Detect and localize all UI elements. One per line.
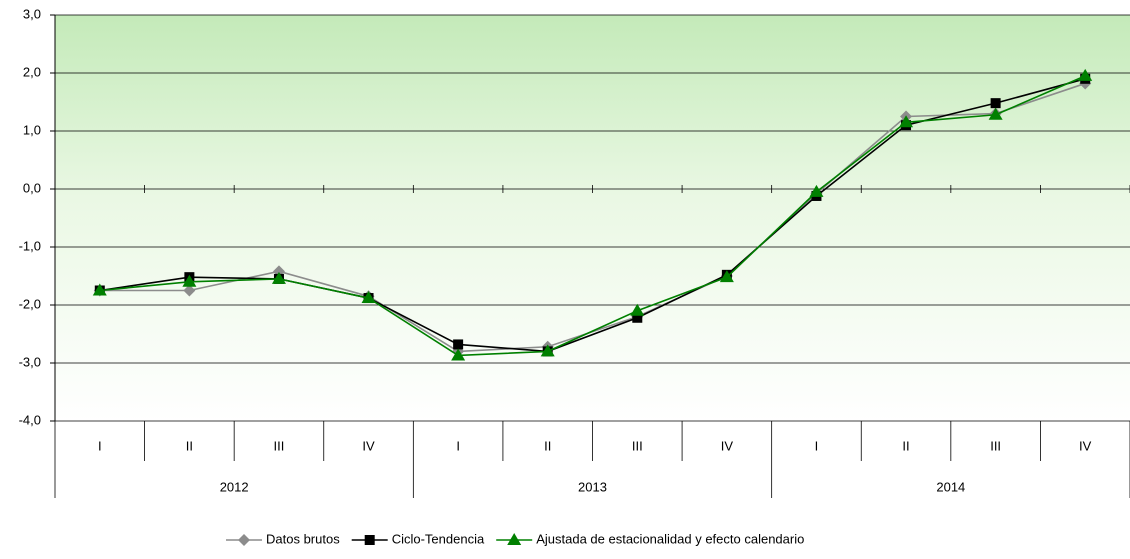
marker — [899, 115, 914, 128]
legend-label: Ajustada de estacionalidad y efecto cale… — [536, 531, 804, 546]
x-group-label: 2014 — [936, 479, 965, 494]
marker — [238, 534, 250, 546]
marker — [990, 98, 1001, 109]
x-tick-label: I — [98, 438, 102, 453]
series-line — [99, 75, 1086, 357]
x-group-label: 2013 — [578, 479, 607, 494]
marker — [507, 533, 522, 545]
y-tick-label: -2,0 — [19, 296, 41, 311]
x-tick-label: III — [274, 438, 285, 453]
legend-label: Ciclo-Tendencia — [392, 531, 485, 546]
marker — [1078, 68, 1093, 81]
x-tick-label: IV — [362, 438, 375, 453]
marker — [364, 535, 375, 545]
x-tick-label: I — [456, 438, 460, 453]
marker — [988, 107, 1003, 120]
x-group-label: 2012 — [220, 479, 249, 494]
plot-area — [55, 15, 1130, 421]
x-tick-label: IV — [1079, 438, 1092, 453]
marker — [361, 291, 376, 304]
x-tick-label: II — [186, 438, 193, 453]
marker — [183, 284, 196, 297]
y-tick-label: 1,0 — [23, 122, 41, 137]
marker — [540, 344, 555, 357]
marker — [809, 184, 824, 197]
marker — [271, 271, 286, 284]
y-tick-label: 3,0 — [23, 6, 41, 21]
y-tick-label: -4,0 — [19, 412, 41, 427]
y-tick-label: 2,0 — [23, 64, 41, 79]
x-tick-label: I — [815, 438, 819, 453]
marker — [453, 339, 464, 350]
x-tick-label: III — [990, 438, 1001, 453]
x-tick-label: II — [544, 438, 551, 453]
marker — [719, 270, 734, 283]
marker — [182, 274, 197, 287]
y-tick-label: -1,0 — [19, 238, 41, 253]
marker — [630, 303, 645, 316]
x-tick-label: IV — [721, 438, 734, 453]
x-tick-label: II — [902, 438, 909, 453]
y-tick-label: 0,0 — [23, 180, 41, 195]
marker — [632, 312, 643, 323]
marker — [92, 283, 107, 296]
legend-label: Datos brutos — [266, 531, 340, 546]
y-tick-label: -3,0 — [19, 354, 41, 369]
marker — [451, 348, 466, 361]
x-tick-label: III — [632, 438, 643, 453]
